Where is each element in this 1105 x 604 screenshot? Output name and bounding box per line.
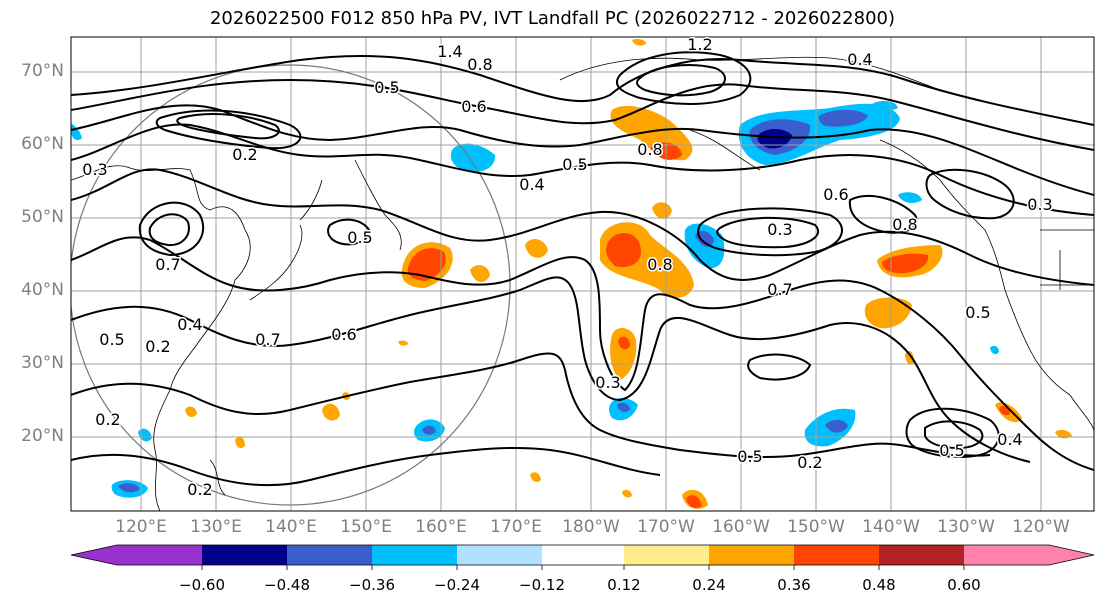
colorbar-tick-label: 0.48 xyxy=(862,576,896,594)
reference-circle xyxy=(71,64,511,506)
contour-label: 0.2 xyxy=(232,145,257,164)
lon-label: 160°E xyxy=(415,517,467,537)
lon-label: 120°E xyxy=(115,517,167,537)
pv-contours xyxy=(71,51,1094,487)
contour-label: 0.7 xyxy=(155,255,180,274)
contour-label: 0.4 xyxy=(847,50,872,69)
colorbar-tick-label: 0.24 xyxy=(692,576,726,594)
lon-label: 130°E xyxy=(190,517,242,537)
lon-label: 170°W xyxy=(637,517,695,537)
lat-label: 30°N xyxy=(21,353,64,373)
colorbar-bin xyxy=(202,545,287,565)
map-title: 2026022500 F012 850 hPa PV, IVT Landfall… xyxy=(209,8,896,29)
contour-label: 0.2 xyxy=(95,410,120,429)
colorbar xyxy=(70,544,1095,570)
contour-label: 0.4 xyxy=(519,175,544,194)
contour-label: 0.4 xyxy=(997,430,1022,449)
lon-label: 120°W xyxy=(1012,517,1070,537)
negative-anomaly-fill xyxy=(71,100,999,498)
contour-label: 0.6 xyxy=(331,325,356,344)
lon-label: 140°W xyxy=(862,517,920,537)
colorbar-tick-label: 0.36 xyxy=(777,576,811,594)
contour-label: 0.8 xyxy=(647,255,672,274)
contour-label: 0.5 xyxy=(965,303,990,322)
contour-label: 1.4 xyxy=(437,42,462,61)
contour-label: 0.2 xyxy=(797,453,822,472)
contour-label: 0.5 xyxy=(99,330,124,349)
contour-label: 0.3 xyxy=(595,373,620,392)
contour-label: 0.5 xyxy=(737,447,762,466)
contour-label: 0.8 xyxy=(637,140,662,159)
colorbar-bin xyxy=(117,545,202,565)
lat-label: 50°N xyxy=(21,207,64,227)
contour-label: 0.5 xyxy=(374,78,399,97)
contour-label: 0.3 xyxy=(767,220,792,239)
colorbar-tick-label: −0.48 xyxy=(264,576,310,594)
colorbar-bin xyxy=(794,545,879,565)
colorbar-extend-right xyxy=(1049,545,1094,565)
colorbar-bin xyxy=(542,545,624,565)
colorbar-tick-label: 0.12 xyxy=(607,576,641,594)
contour-label: 0.2 xyxy=(187,480,212,499)
lat-label: 70°N xyxy=(21,61,64,81)
lon-label: 170°E xyxy=(490,517,542,537)
map-frame xyxy=(70,36,1095,512)
colorbar-tick-label: −0.24 xyxy=(434,576,480,594)
colorbar-bin xyxy=(372,545,457,565)
lon-label: 160°W xyxy=(712,517,770,537)
contour-label: 0.2 xyxy=(145,337,170,356)
lon-label: 130°W xyxy=(937,517,995,537)
contour-label: 0.5 xyxy=(562,155,587,174)
colorbar-extend-left xyxy=(71,545,117,565)
contour-label: 0.7 xyxy=(255,330,280,349)
contour-label: 0.8 xyxy=(892,215,917,234)
colorbar-tick-label: 0.60 xyxy=(947,576,981,594)
contour-label: 0.3 xyxy=(82,160,107,179)
colorbar-tick-label: −0.12 xyxy=(519,576,565,594)
colorbar-tick-label: −0.60 xyxy=(179,576,225,594)
contour-label: 0.4 xyxy=(177,315,202,334)
lat-label: 40°N xyxy=(21,280,64,300)
contour-label: 1.2 xyxy=(687,35,712,54)
colorbar-outline xyxy=(70,544,1095,566)
colorbar-bin xyxy=(287,545,372,565)
contour-label: 0.5 xyxy=(347,228,372,247)
lat-label: 20°N xyxy=(21,426,64,446)
lon-label: 180°W xyxy=(562,517,620,537)
colorbar-bin xyxy=(709,545,794,565)
positive-anomaly-fill xyxy=(185,39,1072,509)
colorbar-tick-label: −0.36 xyxy=(349,576,395,594)
colorbar-bin xyxy=(879,545,964,565)
colorbar-bin xyxy=(624,545,709,565)
contour-label: 0.3 xyxy=(1027,195,1052,214)
lon-label: 150°E xyxy=(340,517,392,537)
contour-label: 0.5 xyxy=(939,441,964,460)
contour-label: 0.6 xyxy=(461,97,486,116)
contour-labels: 1.4 1.2 0.8 0.4 0.5 0.6 0.3 0.2 0.4 0.5 0.6 0.8 0.3 0… xyxy=(81,34,1054,501)
contour-label: 0.8 xyxy=(467,55,492,74)
lon-label: 140°E xyxy=(265,517,317,537)
colorbar-bin xyxy=(964,545,1049,565)
colorbar-bin xyxy=(457,545,542,565)
contour-label: 0.6 xyxy=(823,185,848,204)
contour-label: 0.7 xyxy=(767,280,792,299)
graticule xyxy=(71,37,1094,511)
lon-label: 150°W xyxy=(787,517,845,537)
lat-label: 60°N xyxy=(21,134,64,154)
